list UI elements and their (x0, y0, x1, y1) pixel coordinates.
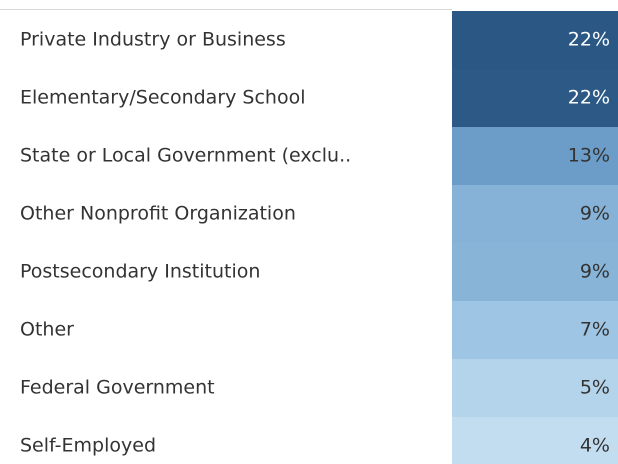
cell (452, 69, 618, 127)
value-label: 22% (568, 29, 610, 51)
row-label: State or Local Government (exclu.. (20, 145, 351, 167)
row-label: Elementary/Secondary School (20, 87, 306, 109)
cell (452, 417, 618, 464)
cell (452, 11, 618, 69)
cell (452, 359, 618, 417)
row-label: Self-Employed (20, 435, 156, 457)
row-label: Private Industry or Business (20, 29, 286, 51)
value-label: 9% (580, 203, 610, 225)
row-label: Other (20, 319, 74, 341)
cell (452, 127, 618, 185)
row-label: Other Nonprofit Organization (20, 203, 296, 225)
value-label: 22% (568, 87, 610, 109)
row-label: Postsecondary Institution (20, 261, 260, 283)
row-label: Federal Government (20, 377, 215, 399)
value-label: 13% (568, 145, 610, 167)
value-label: 9% (580, 261, 610, 283)
cell (452, 243, 618, 301)
value-label: 7% (580, 319, 610, 341)
value-label: 4% (580, 435, 610, 457)
cell (452, 185, 618, 243)
cell (452, 301, 618, 359)
value-label: 5% (580, 377, 610, 399)
